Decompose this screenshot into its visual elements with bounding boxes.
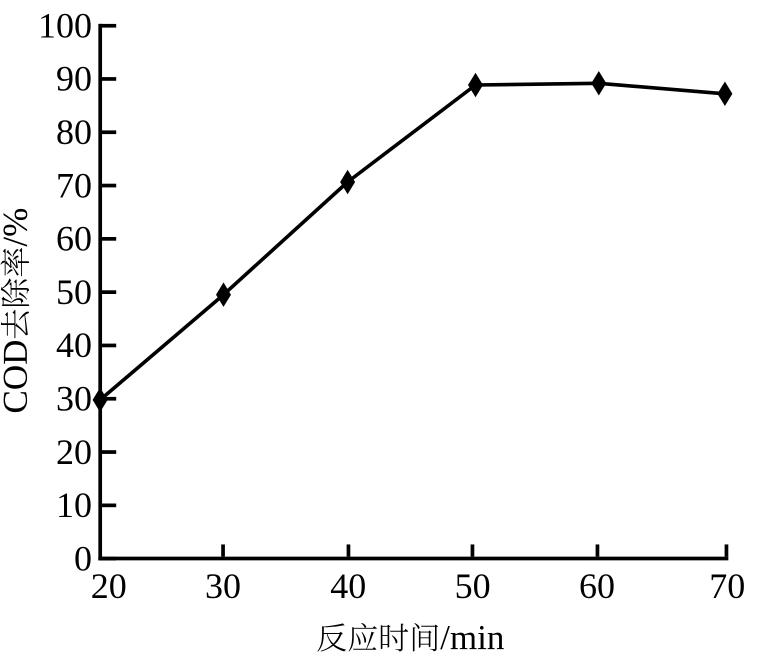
svg-text:30: 30 — [56, 379, 92, 419]
svg-text:80: 80 — [56, 112, 92, 152]
svg-text:40: 40 — [56, 325, 92, 365]
svg-text:50: 50 — [455, 566, 491, 606]
svg-text:50: 50 — [56, 272, 92, 312]
svg-text:20: 20 — [56, 432, 92, 472]
svg-text:30: 30 — [205, 566, 241, 606]
svg-text:100: 100 — [38, 6, 92, 46]
svg-text:10: 10 — [56, 485, 92, 525]
svg-text:60: 60 — [579, 566, 615, 606]
svg-text:70: 70 — [709, 566, 745, 606]
svg-text:0: 0 — [74, 538, 92, 578]
svg-text:20: 20 — [91, 566, 127, 606]
svg-text:60: 60 — [56, 219, 92, 259]
svg-text:40: 40 — [330, 566, 366, 606]
svg-text:90: 90 — [56, 59, 92, 99]
svg-text:70: 70 — [56, 165, 92, 205]
